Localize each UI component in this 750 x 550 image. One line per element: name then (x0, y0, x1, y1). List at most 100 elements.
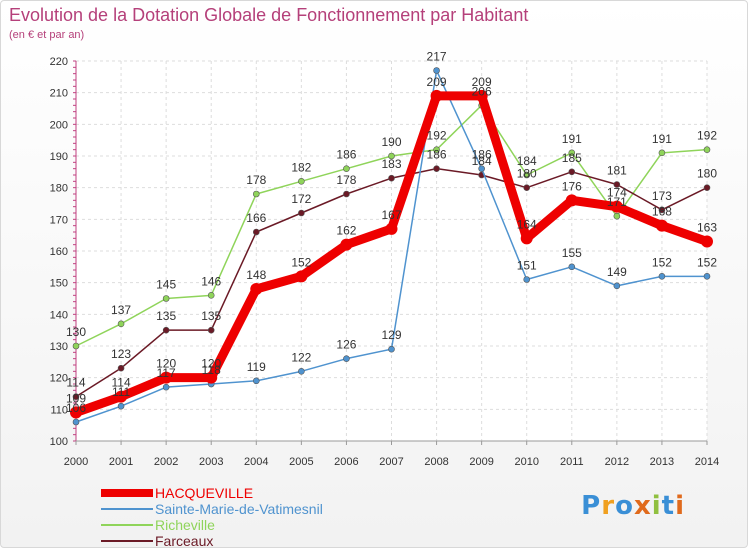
point-farceaux-2004 (252, 228, 260, 236)
point-farceaux-2005 (298, 209, 305, 217)
point-sainte-marie-de-vatimesnil-2009 (478, 165, 485, 172)
legend-label-richeville: Richeville (155, 517, 215, 533)
data-label-hacqueville-2007: 167 (381, 208, 401, 222)
point-hacqueville-2009 (475, 89, 488, 102)
data-label-sainte-marie-de-vatimesnil-2005: 122 (291, 350, 311, 364)
y-tick-label-200: 200 (50, 119, 68, 131)
point-hacqueville-2012 (610, 200, 623, 213)
point-sainte-marie-de-vatimesnil-2007 (388, 345, 395, 353)
point-hacqueville-2011 (565, 194, 578, 207)
data-label-farceaux-2006: 178 (336, 173, 356, 187)
data-label-hacqueville-2012: 174 (607, 186, 627, 200)
y-tick-label-120: 120 (50, 373, 68, 385)
data-label-hacqueville-2002: 120 (156, 357, 176, 371)
point-farceaux-2014 (703, 184, 711, 191)
y-tick-label-100: 100 (50, 436, 68, 448)
data-label-farceaux-2007: 183 (381, 157, 401, 171)
data-label-hacqueville-2011: 176 (562, 179, 582, 193)
data-label-hacqueville-2005: 152 (291, 255, 311, 269)
point-richeville-2007 (388, 152, 395, 160)
data-label-sainte-marie-de-vatimesnil-2014: 152 (697, 255, 717, 269)
data-label-farceaux-2014: 180 (697, 167, 717, 181)
x-tick-label-2010: 2010 (514, 456, 538, 468)
data-label-sainte-marie-de-vatimesnil-2010: 151 (517, 259, 537, 273)
point-richeville-2001 (117, 320, 125, 328)
point-hacqueville-2007 (385, 222, 398, 235)
point-hacqueville-2004 (250, 283, 263, 295)
point-farceaux-2006 (343, 190, 350, 198)
data-label-richeville-2000: 130 (66, 325, 86, 339)
point-sainte-marie-de-vatimesnil-2010 (523, 276, 531, 283)
point-farceaux-2011 (568, 168, 576, 176)
point-farceaux-2003 (207, 326, 215, 334)
point-hacqueville-2000 (70, 406, 82, 419)
point-richeville-2008 (433, 146, 440, 153)
x-tick-label-2002: 2002 (154, 456, 178, 468)
chart-title: Evolution de la Dotation Globale de Fonc… (9, 5, 529, 25)
data-label-richeville-2009: 206 (472, 84, 492, 98)
y-tick-label-160: 160 (50, 246, 68, 258)
data-label-sainte-marie-de-vatimesnil-2001: 111 (112, 385, 131, 399)
x-tick-label-2012: 2012 (605, 456, 629, 468)
point-hacqueville-2014 (701, 235, 713, 248)
proxiti-logo: Proxiti (581, 491, 685, 521)
point-farceaux-2000 (72, 393, 80, 400)
data-label-hacqueville-2003: 120 (201, 357, 221, 371)
point-sainte-marie-de-vatimesnil-2008 (433, 67, 440, 74)
point-hacqueville-2001 (115, 390, 128, 403)
legend-label-sainte-marie: Sainte-Marie-de-Vatimesnil (155, 501, 323, 517)
legend-item-richeville: Richeville (101, 517, 431, 533)
point-richeville-2004 (252, 190, 260, 198)
data-label-hacqueville-2010: 164 (517, 217, 537, 231)
data-label-sainte-marie-de-vatimesnil-2003: 118 (202, 363, 221, 377)
data-label-sainte-marie-de-vatimesnil-2004: 119 (247, 360, 266, 374)
data-label-hacqueville-2009: 209 (472, 75, 492, 89)
data-label-farceaux-2000: 114 (66, 376, 85, 390)
data-label-richeville-2002: 145 (156, 278, 176, 292)
y-tick-label-210: 210 (50, 88, 68, 100)
data-label-farceaux-2008: 186 (427, 148, 447, 162)
point-hacqueville-2008 (430, 89, 443, 102)
point-hacqueville-2002 (160, 371, 173, 384)
y-tick-label-130: 130 (50, 341, 68, 353)
point-farceaux-2002 (162, 326, 170, 334)
point-richeville-2003 (207, 292, 215, 299)
y-tick-label-180: 180 (50, 183, 68, 195)
x-tick-label-2007: 2007 (379, 456, 403, 468)
legend-swatch-richeville (101, 524, 153, 526)
y-tick-label-140: 140 (50, 309, 68, 321)
legend: HACQUEVILLE Sainte-Marie-de-Vatimesnil R… (101, 485, 431, 549)
point-farceaux-2010 (523, 184, 531, 191)
data-label-sainte-marie-de-vatimesnil-2006: 126 (336, 338, 356, 352)
point-hacqueville-2013 (655, 219, 668, 232)
data-label-richeville-2012: 171 (607, 195, 627, 209)
legend-item-hacqueville: HACQUEVILLE (101, 485, 431, 501)
data-label-richeville-2005: 182 (291, 160, 311, 174)
x-tick-label-2006: 2006 (334, 456, 358, 468)
x-tick-label-2008: 2008 (424, 456, 448, 468)
data-label-hacqueville-2014: 163 (697, 221, 717, 235)
data-label-richeville-2008: 192 (427, 129, 447, 143)
y-tick-label-170: 170 (50, 214, 68, 226)
y-tick-label-110: 110 (50, 404, 68, 416)
data-label-richeville-2013: 191 (652, 132, 672, 146)
x-tick-label-2001: 2001 (109, 456, 133, 468)
y-tick-label-150: 150 (50, 278, 68, 290)
point-richeville-2012 (613, 212, 621, 220)
data-label-richeville-2010: 184 (517, 154, 537, 168)
point-richeville-2013 (658, 149, 666, 157)
data-label-farceaux-2003: 135 (201, 309, 221, 323)
point-richeville-2011 (568, 149, 576, 157)
data-label-sainte-marie-de-vatimesnil-2007: 129 (381, 328, 401, 342)
point-farceaux-2007 (388, 174, 395, 182)
legend-label-hacqueville: HACQUEVILLE (155, 485, 254, 501)
chart-subtitle: (en € et par an) (9, 29, 85, 41)
x-tick-label-2014: 2014 (695, 456, 719, 468)
point-farceaux-2001 (117, 364, 125, 372)
data-label-sainte-marie-de-vatimesnil-2011: 155 (562, 246, 582, 260)
legend-swatch-sainte-marie (101, 508, 153, 510)
data-label-richeville-2004: 178 (246, 173, 266, 187)
y-tick-label-220: 220 (50, 56, 68, 68)
data-label-hacqueville-2004: 148 (246, 268, 266, 282)
